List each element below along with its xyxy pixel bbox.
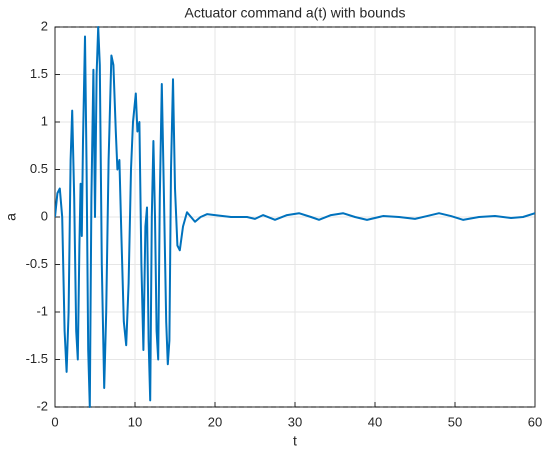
x-tick-label: 0 <box>51 414 58 429</box>
x-tick-label: 60 <box>528 414 542 429</box>
x-tick-label: 20 <box>208 414 222 429</box>
y-tick-label: -1 <box>36 303 48 318</box>
y-axis-label: a <box>3 213 19 221</box>
chart-title: Actuator command a(t) with bounds <box>185 5 406 21</box>
y-tick-label: -0.5 <box>26 256 48 271</box>
y-tick-label: 0 <box>41 208 48 223</box>
x-tick-label: 50 <box>448 414 462 429</box>
x-axis-label: t <box>293 433 297 449</box>
y-tick-label: -1.5 <box>26 351 48 366</box>
x-tick-label: 30 <box>288 414 302 429</box>
y-tick-label: 1 <box>41 113 48 128</box>
y-tick-label: 2 <box>41 18 48 33</box>
x-tick-label: 10 <box>128 414 142 429</box>
x-tick-label: 40 <box>368 414 382 429</box>
y-tick-label: 1.5 <box>30 66 48 81</box>
data-line <box>55 26 535 408</box>
y-tick-label: -2 <box>36 398 48 413</box>
y-tick-label: 0.5 <box>30 161 48 176</box>
